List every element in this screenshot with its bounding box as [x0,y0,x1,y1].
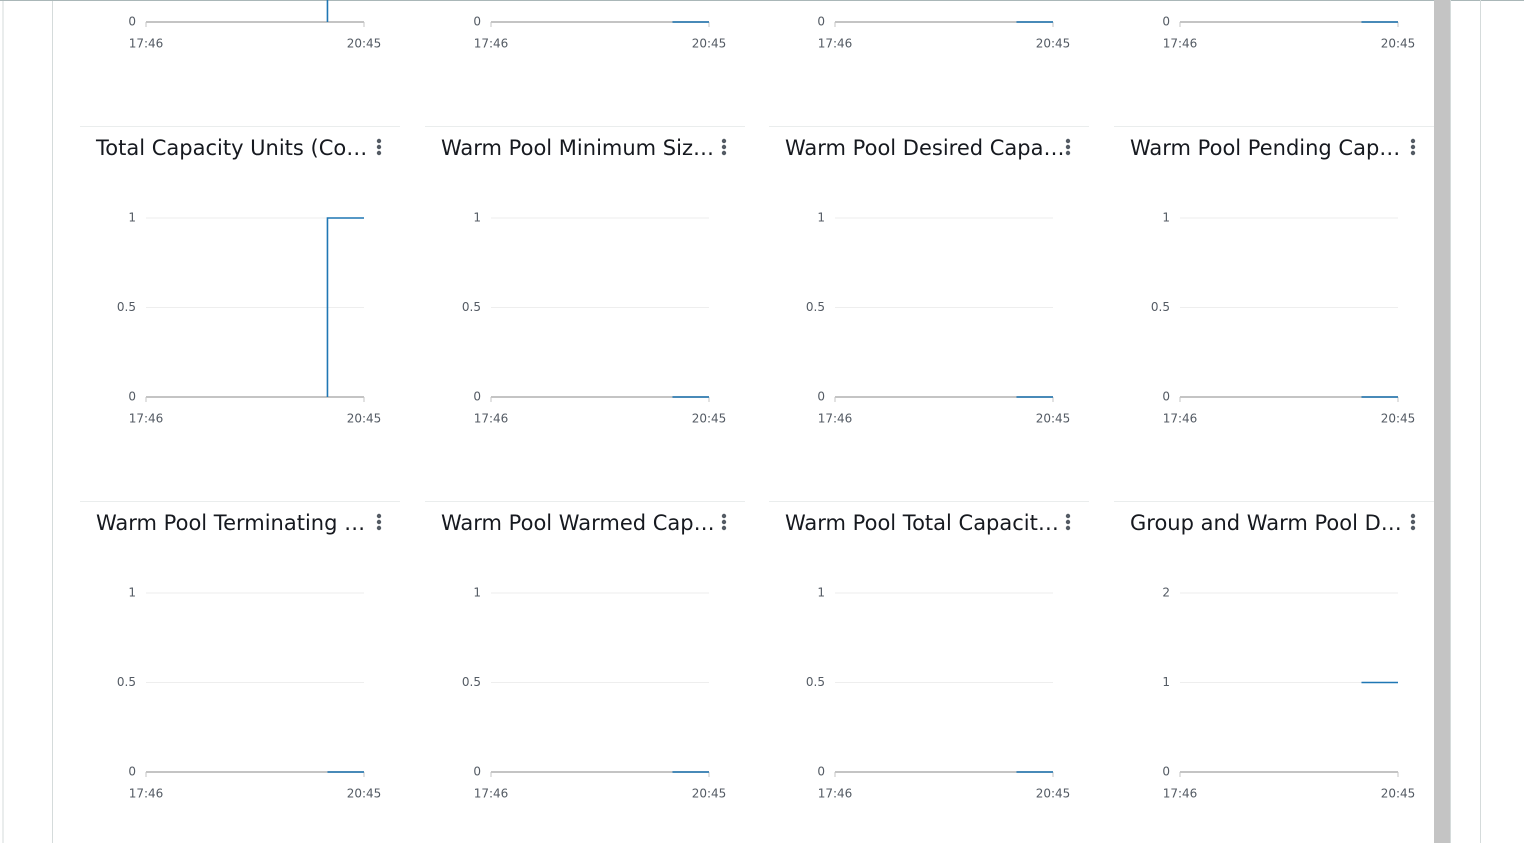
menu-dot[interactable] [1410,144,1416,150]
y-tick-label: 1 [128,211,136,225]
widget-title: Warm Pool Desired Capa… [785,136,1065,160]
y-tick-label: 0 [128,765,136,779]
y-tick-label: 0.5 [117,675,136,689]
y-tick-label: 0 [128,390,136,404]
widget-title: Warm Pool Pending Cap… [1130,136,1400,160]
x-tick-label: 17:46 [129,787,164,801]
menu-dot[interactable] [721,138,727,144]
menu-dot[interactable] [1410,519,1416,525]
x-tick-label: 20:45 [347,37,382,51]
y-tick-label: 0 [473,765,481,779]
menu-dot[interactable] [1065,144,1071,150]
y-tick-label: 1 [473,586,481,600]
y-tick-label: 0 [817,15,825,29]
x-tick-label: 20:45 [347,787,382,801]
menu-dot[interactable] [1410,513,1416,519]
menu-dot[interactable] [376,513,382,519]
x-tick-label: 17:46 [474,787,509,801]
y-tick-label: 0 [817,390,825,404]
x-tick-label: 20:45 [347,412,382,426]
y-tick-label: 0 [1162,765,1170,779]
menu-dot[interactable] [1410,150,1416,156]
menu-dot[interactable] [1065,513,1071,519]
y-tick-label: 1 [1162,211,1170,225]
y-tick-label: 0.5 [1151,300,1170,314]
y-tick-label: 1 [473,211,481,225]
menu-dot[interactable] [1410,138,1416,144]
x-tick-label: 20:45 [692,787,727,801]
series-line [326,217,364,397]
menu-dot[interactable] [376,138,382,144]
x-tick-label: 17:46 [474,37,509,51]
x-tick-label: 20:45 [1036,37,1071,51]
menu-dot[interactable] [1410,525,1416,531]
x-tick-label: 17:46 [818,787,853,801]
widget-title: Warm Pool Warmed Cap… [441,511,715,535]
y-tick-label: 0.5 [117,300,136,314]
x-tick-label: 17:46 [129,37,164,51]
y-tick-label: 2 [1162,586,1170,600]
x-tick-label: 17:46 [1163,412,1198,426]
menu-dot[interactable] [721,519,727,525]
x-tick-label: 17:46 [1163,37,1198,51]
x-tick-label: 17:46 [818,37,853,51]
menu-dot[interactable] [721,150,727,156]
menu-dot[interactable] [1065,150,1071,156]
y-tick-label: 1 [1162,675,1170,689]
y-tick-label: 1 [817,211,825,225]
menu-dot[interactable] [376,519,382,525]
y-tick-label: 0 [1162,15,1170,29]
x-tick-label: 20:45 [1381,412,1416,426]
widget-title: Total Capacity Units (Co… [95,136,367,160]
menu-dot[interactable] [376,144,382,150]
y-tick-label: 0 [128,15,136,29]
widget-title: Warm Pool Minimum Siz… [441,136,714,160]
x-tick-label: 20:45 [1036,412,1071,426]
x-tick-label: 17:46 [818,412,853,426]
y-tick-label: 0 [473,390,481,404]
x-tick-label: 17:46 [1163,787,1198,801]
y-tick-label: 0.5 [462,675,481,689]
y-tick-label: 0.5 [806,675,825,689]
scrollbar[interactable] [1434,0,1450,843]
menu-dot[interactable] [1065,138,1071,144]
y-tick-label: 0 [473,15,481,29]
y-tick-label: 0.5 [806,300,825,314]
x-tick-label: 20:45 [692,412,727,426]
x-tick-label: 17:46 [129,412,164,426]
menu-dot[interactable] [721,513,727,519]
widget-title: Group and Warm Pool D… [1130,511,1402,535]
x-tick-label: 17:46 [474,412,509,426]
menu-dot[interactable] [376,525,382,531]
y-tick-label: 1 [128,586,136,600]
y-tick-label: 0.5 [462,300,481,314]
x-tick-label: 20:45 [1381,787,1416,801]
menu-dot[interactable] [721,525,727,531]
x-tick-label: 20:45 [1036,787,1071,801]
y-tick-label: 1 [817,586,825,600]
widget-title: Warm Pool Total Capacit… [785,511,1059,535]
menu-dot[interactable] [1065,519,1071,525]
widget-title: Warm Pool Terminating … [96,511,365,535]
menu-dot[interactable] [721,144,727,150]
menu-dot[interactable] [376,150,382,156]
menu-dot[interactable] [1065,525,1071,531]
y-tick-label: 0 [817,765,825,779]
y-tick-label: 0 [1162,390,1170,404]
x-tick-label: 20:45 [692,37,727,51]
x-tick-label: 20:45 [1381,37,1416,51]
